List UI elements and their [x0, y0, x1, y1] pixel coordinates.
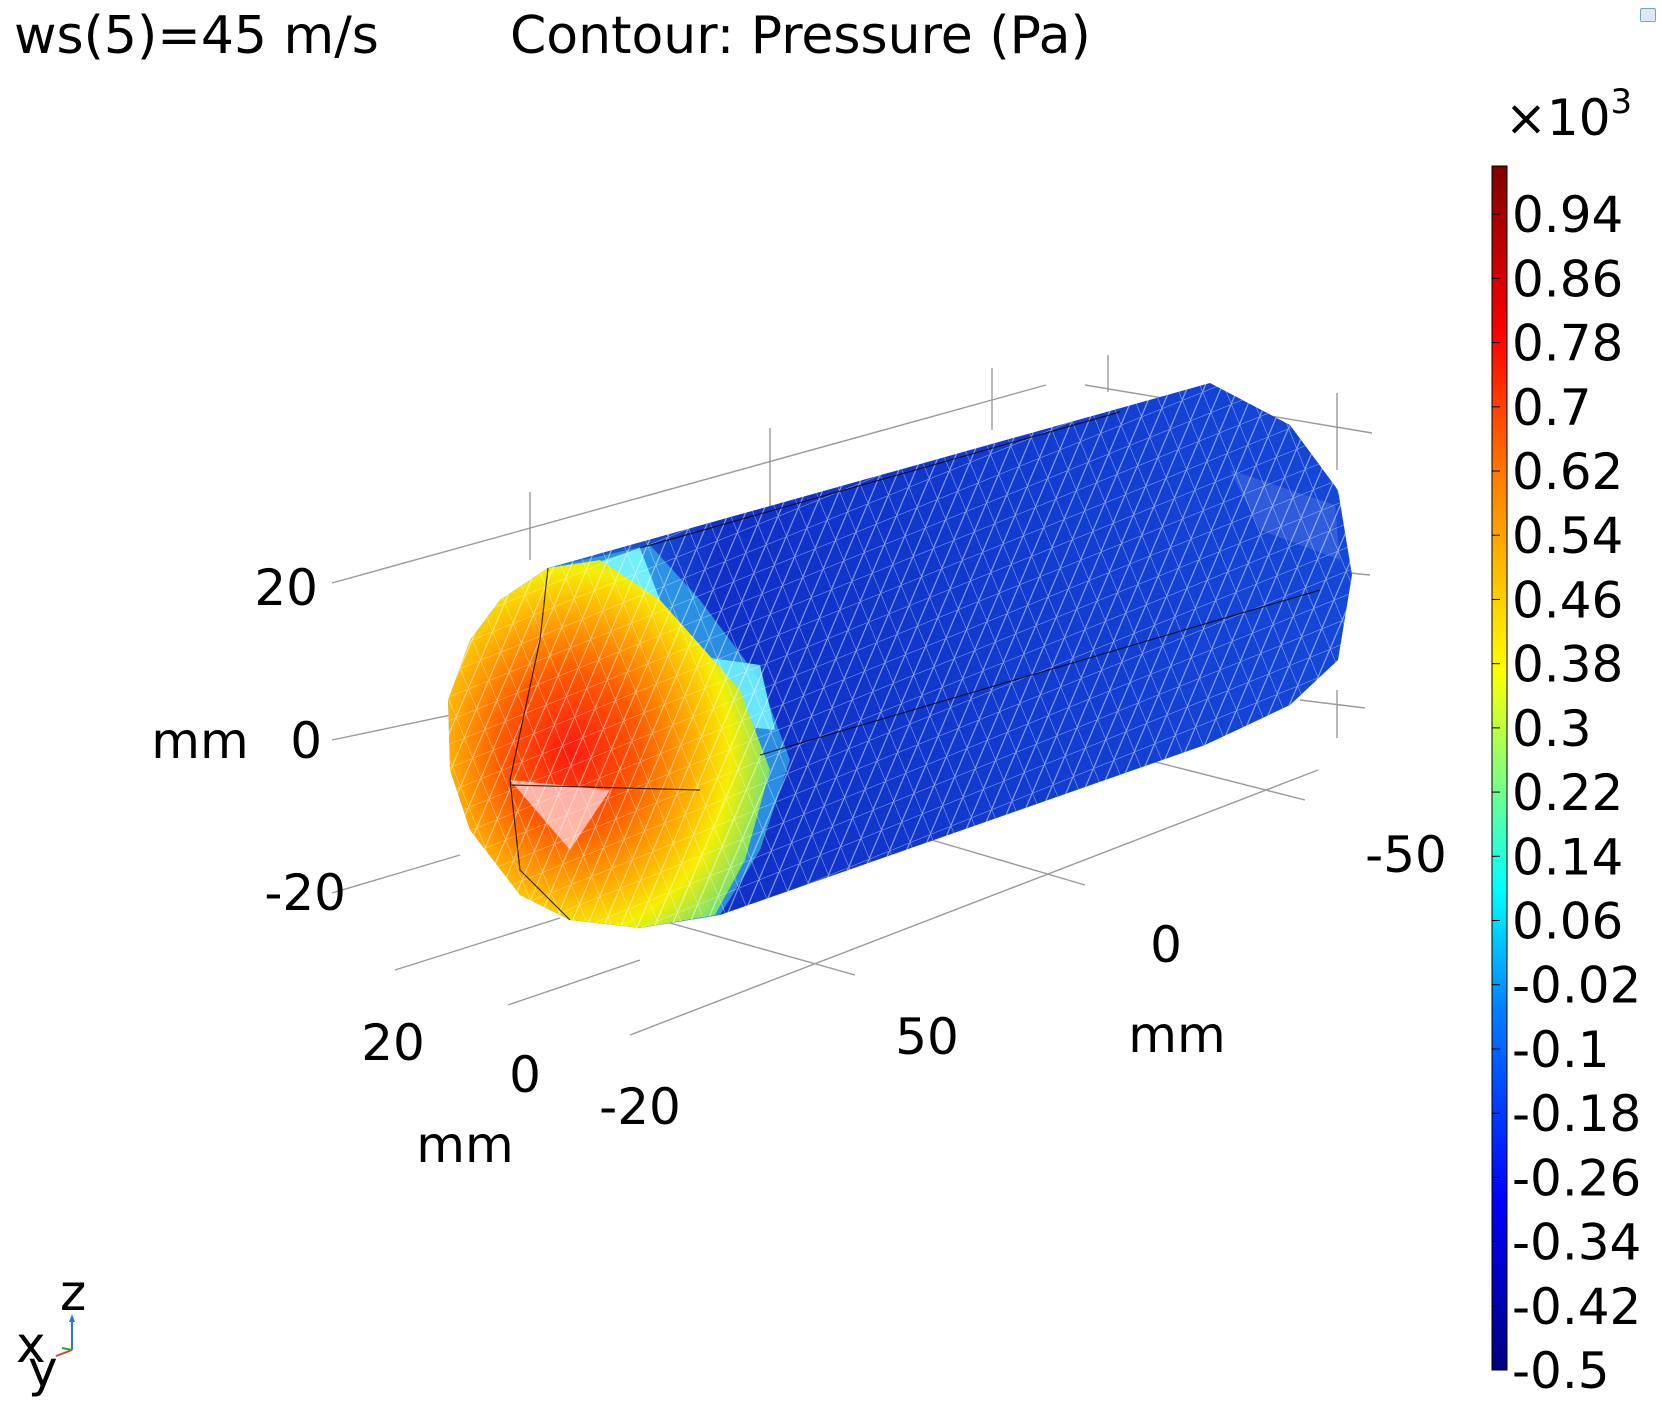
triad-y-label: y [28, 1340, 58, 1398]
x-tick-minus20: -20 [599, 1078, 681, 1136]
colorbar-multiplier: ×103 [1505, 82, 1632, 147]
x-axis-unit: mm [416, 1116, 513, 1174]
x-tick-0: 0 [509, 1046, 541, 1104]
z-tick-0: 0 [290, 712, 322, 770]
colorbar-tick-label: 0.22 [1512, 764, 1623, 822]
y-tick-0: 0 [1150, 916, 1182, 974]
x-tick-20: 20 [361, 1014, 425, 1072]
colorbar-tick-label: -0.34 [1512, 1214, 1641, 1272]
y-axis-unit: mm [1128, 1006, 1225, 1064]
colorbar-tick-label: 0.46 [1512, 571, 1623, 629]
triad-z-label: z [60, 1264, 86, 1322]
colorbar-tick-label: 0.3 [1512, 700, 1592, 758]
corner-window-icon[interactable] [1640, 8, 1656, 22]
colorbar-tick-label: 0.38 [1512, 636, 1623, 694]
colorbar: ×103 0.94 0.86 0.78 0.7 0.62 0.54 0.46 0.38 0.3 0… [1491, 82, 1641, 1400]
colorbar-tick-label: 0.14 [1512, 828, 1623, 886]
plot-title: Contour: Pressure (Pa) [510, 6, 1091, 66]
y-tick-50: 50 [895, 1008, 959, 1066]
y-tick-minus50: -50 [1365, 826, 1447, 884]
colorbar-tick-label: -0.5 [1512, 1342, 1610, 1400]
triad-x-label: x [16, 1316, 46, 1374]
z-tick-20: 20 [254, 559, 318, 617]
colorbar-tick-label: 0.7 [1512, 379, 1592, 437]
axis-labels: 20 0 -20 mm 20 0 -20 mm 50 0 -50 mm [151, 559, 1447, 1174]
pressure-surface [448, 383, 1352, 928]
parameter-label: ws(5)=45 m/s [14, 6, 379, 66]
colorbar-tick-label: -0.26 [1512, 1149, 1641, 1207]
colorbar-tick-label: 0.86 [1512, 250, 1623, 308]
axis-grid [331, 355, 1373, 1036]
z-axis-unit: mm [151, 712, 248, 770]
colorbar-tick-label: -0.42 [1512, 1278, 1641, 1336]
colorbar-scale [1491, 165, 1508, 1371]
colorbar-tick-label: 0.54 [1512, 507, 1623, 565]
colorbar-tick-label: -0.18 [1512, 1085, 1641, 1143]
colorbar-tick-label: 0.06 [1512, 893, 1623, 951]
colorbar-tick-label: -0.02 [1512, 957, 1641, 1015]
z-tick-minus20: -20 [264, 864, 346, 922]
colorbar-tick-label: -0.1 [1512, 1021, 1610, 1079]
colorbar-tick-label: 0.62 [1512, 443, 1623, 501]
axis-triad-icon: z x y [16, 1264, 86, 1398]
colorbar-tick-label: 0.94 [1512, 186, 1623, 244]
colorbar-tick-label: 0.78 [1512, 315, 1623, 373]
